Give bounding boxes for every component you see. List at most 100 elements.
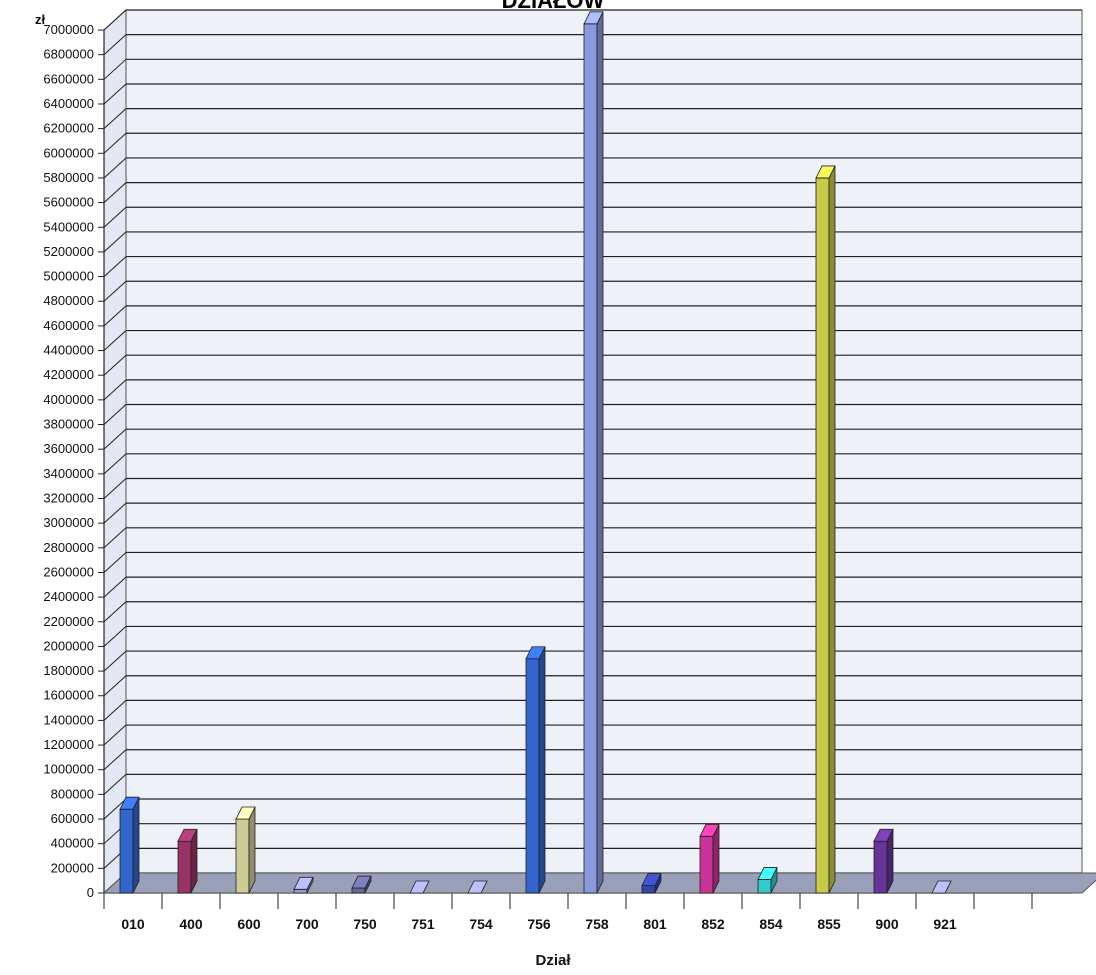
x-tick-label: 758 <box>585 916 609 932</box>
y-tick-label: 6400000 <box>43 96 94 111</box>
bar-750 <box>351 875 372 894</box>
gridline-side <box>103 83 127 105</box>
y-tick-label: 4000000 <box>43 392 94 407</box>
y-tick-label: 2400000 <box>43 589 94 604</box>
bar-921 <box>931 880 952 894</box>
y-tick-label: 1200000 <box>43 737 94 752</box>
x-tick-label: 852 <box>701 916 725 932</box>
x-tick-label: 900 <box>875 916 899 932</box>
gridline-side <box>103 576 127 598</box>
y-tick-label: 5400000 <box>43 219 94 234</box>
y-tick-label: 400000 <box>51 836 94 851</box>
bar-side <box>828 165 836 894</box>
gridline-side <box>103 132 127 154</box>
y-tick-label: 4800000 <box>43 293 94 308</box>
bar-top <box>177 828 198 842</box>
gridline-side <box>103 749 127 771</box>
bar-front <box>873 840 888 894</box>
y-tick-label: 1000000 <box>43 762 94 777</box>
x-tick-label: 756 <box>527 916 551 932</box>
y-tick-label: 3000000 <box>43 515 94 530</box>
bar-front <box>119 808 134 894</box>
bar-top <box>641 873 662 887</box>
bar-top <box>873 828 894 842</box>
x-tick-label: 010 <box>121 916 145 932</box>
y-tick-label: 5800000 <box>43 170 94 185</box>
gridline-side <box>103 305 127 327</box>
y-tick-label: 3800000 <box>43 417 94 432</box>
gridline-side <box>103 379 127 401</box>
gridline-side <box>103 256 127 277</box>
bar-700 <box>293 876 314 894</box>
x-tick-label: 400 <box>179 916 203 932</box>
gridline-side <box>103 354 127 376</box>
x-tick-label: 600 <box>237 916 261 932</box>
gridline-side <box>103 724 127 746</box>
gridline-side <box>103 478 127 499</box>
gridline-side <box>103 9 127 31</box>
gridline-side <box>103 527 127 549</box>
gridline-side <box>103 774 127 795</box>
bar-side <box>132 796 140 894</box>
bar-400 <box>177 828 198 894</box>
x-tick-label: 754 <box>469 916 493 932</box>
bar-side <box>248 806 256 894</box>
back-wall <box>125 9 1083 874</box>
bar-top <box>931 880 952 894</box>
y-tick-label: 2200000 <box>43 614 94 629</box>
bar-852 <box>699 823 720 894</box>
bar-top <box>815 165 836 179</box>
gridline-side <box>103 798 127 820</box>
bar-754 <box>467 880 488 894</box>
y-tick-label: 1800000 <box>43 663 94 678</box>
bar-front <box>699 835 714 894</box>
y-axis-unit: zł <box>35 12 46 27</box>
y-tick-label: 3200000 <box>43 490 94 505</box>
gridline-side <box>103 700 127 721</box>
y-tick-label: 4200000 <box>43 367 94 382</box>
bar-756 <box>525 646 546 894</box>
y-tick-label: 2600000 <box>43 564 94 579</box>
y-tick-label: 0 <box>87 885 94 900</box>
gridline-side <box>103 626 127 647</box>
y-tick-label: 5600000 <box>43 195 94 210</box>
gridline-side <box>103 601 127 623</box>
y-tick-label: 800000 <box>51 786 94 801</box>
y-tick-label: 4600000 <box>43 318 94 333</box>
x-tick-label: 751 <box>411 916 435 932</box>
bar-top <box>293 876 314 890</box>
bar-top <box>525 646 546 660</box>
gridline-side <box>103 182 127 203</box>
bar-top <box>351 875 372 889</box>
bar-front <box>525 658 540 894</box>
y-tick-label: 6600000 <box>43 71 94 86</box>
x-tick-label: 855 <box>817 916 841 932</box>
x-tick-label: 854 <box>759 916 783 932</box>
bar-854 <box>757 867 778 894</box>
bar-front <box>235 818 250 894</box>
gridline-side <box>103 330 127 351</box>
y-tick-label: 6800000 <box>43 47 94 62</box>
gridline-side <box>103 34 127 56</box>
bar-side <box>538 646 546 894</box>
gridline-side <box>103 502 127 524</box>
y-tick-label: 4400000 <box>43 343 94 358</box>
y-tick-label: 1400000 <box>43 712 94 727</box>
bar-top <box>409 880 430 894</box>
y-tick-label: 3600000 <box>43 441 94 456</box>
bar-side <box>596 11 604 894</box>
bar-top <box>583 11 604 25</box>
y-tick-label: 6000000 <box>43 145 94 160</box>
bar-front <box>641 885 656 894</box>
gridline-side <box>103 453 127 475</box>
gridline-side <box>103 675 127 697</box>
y-tick-label: 5000000 <box>43 269 94 284</box>
gridline-side <box>103 206 127 228</box>
bar-front <box>351 887 366 894</box>
bar-758 <box>583 11 604 894</box>
gridline-side <box>103 157 127 179</box>
bar-top <box>119 796 140 810</box>
y-tick-label: 600000 <box>51 811 94 826</box>
gridline-side <box>103 552 127 573</box>
